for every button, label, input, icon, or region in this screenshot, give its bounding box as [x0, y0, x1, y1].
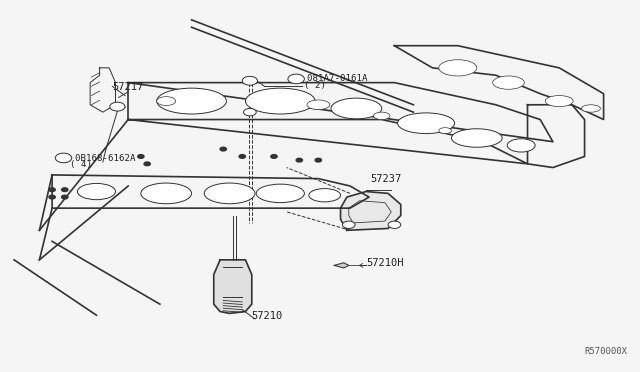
- Ellipse shape: [157, 88, 227, 114]
- Circle shape: [61, 188, 68, 192]
- Ellipse shape: [331, 98, 381, 119]
- Circle shape: [144, 162, 150, 166]
- Ellipse shape: [545, 96, 573, 107]
- Ellipse shape: [439, 128, 451, 134]
- Circle shape: [315, 158, 321, 162]
- Text: 57210: 57210: [252, 311, 283, 321]
- Ellipse shape: [141, 183, 191, 204]
- Ellipse shape: [493, 76, 524, 89]
- Ellipse shape: [309, 189, 340, 202]
- Circle shape: [49, 195, 55, 199]
- Circle shape: [342, 221, 355, 228]
- Ellipse shape: [374, 112, 390, 119]
- Ellipse shape: [581, 105, 600, 112]
- Polygon shape: [214, 260, 252, 313]
- Text: ¸ 081A7-0161A: ¸ 081A7-0161A: [296, 74, 367, 83]
- Text: B: B: [61, 155, 66, 161]
- Circle shape: [239, 155, 246, 158]
- Circle shape: [110, 102, 125, 111]
- Text: ( 2): ( 2): [305, 81, 326, 90]
- Text: 57237: 57237: [371, 174, 401, 184]
- Circle shape: [138, 155, 144, 158]
- Circle shape: [271, 155, 277, 158]
- Text: ( 4): ( 4): [70, 160, 92, 169]
- Ellipse shape: [439, 60, 477, 76]
- Circle shape: [61, 195, 68, 199]
- Circle shape: [55, 153, 72, 163]
- Ellipse shape: [397, 113, 454, 134]
- Text: 57210H: 57210H: [366, 258, 403, 268]
- Polygon shape: [334, 263, 349, 268]
- Text: R570000X: R570000X: [584, 347, 628, 356]
- Ellipse shape: [451, 129, 502, 147]
- Ellipse shape: [508, 139, 535, 152]
- Text: B: B: [294, 76, 299, 82]
- Circle shape: [296, 158, 303, 162]
- Circle shape: [388, 221, 401, 228]
- Ellipse shape: [77, 183, 115, 200]
- Circle shape: [243, 76, 257, 85]
- Text: 57217: 57217: [113, 82, 143, 92]
- Ellipse shape: [204, 183, 255, 204]
- Circle shape: [244, 109, 256, 116]
- Circle shape: [49, 188, 55, 192]
- Text: ¸ 0B168-6162A: ¸ 0B168-6162A: [63, 153, 135, 162]
- Ellipse shape: [246, 88, 315, 114]
- Circle shape: [220, 147, 227, 151]
- Ellipse shape: [157, 97, 176, 106]
- Ellipse shape: [307, 100, 330, 110]
- Polygon shape: [340, 192, 401, 230]
- Ellipse shape: [256, 184, 305, 203]
- Circle shape: [288, 74, 305, 84]
